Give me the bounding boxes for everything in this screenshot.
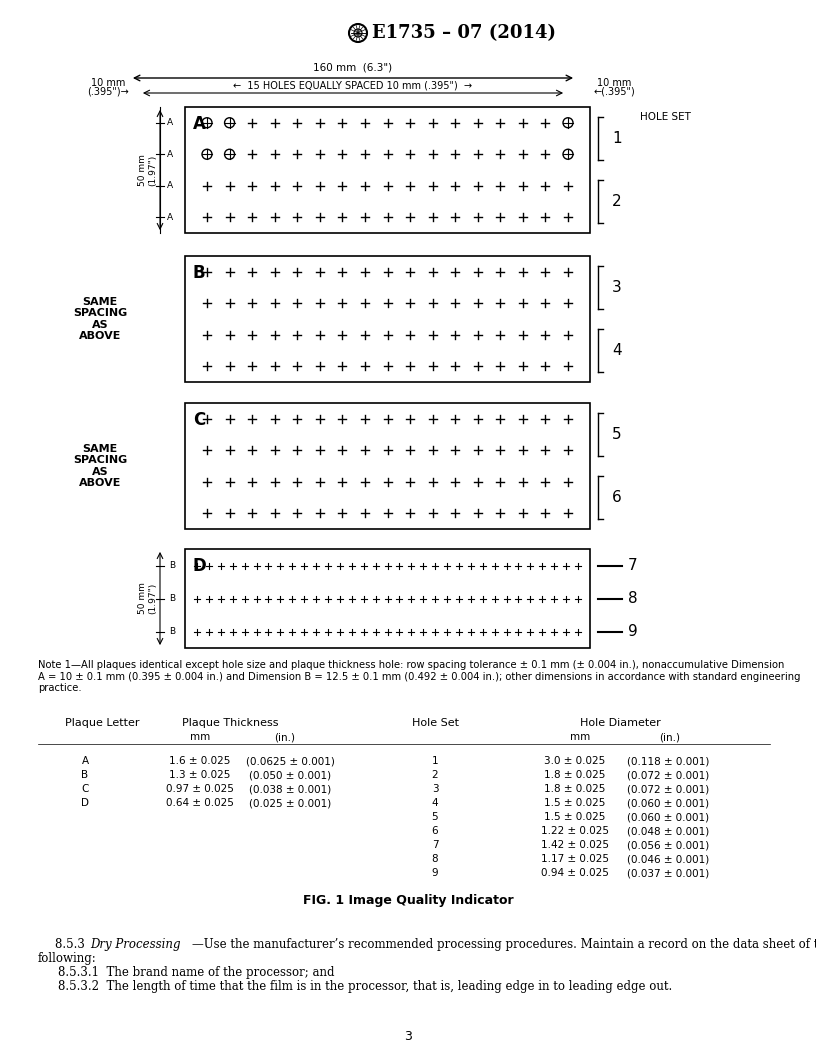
Text: 50 mm
(1.97"): 50 mm (1.97") (138, 583, 157, 615)
Text: B: B (169, 561, 175, 570)
Text: 4: 4 (432, 798, 438, 808)
Text: (0.056 ± 0.001): (0.056 ± 0.001) (627, 840, 709, 850)
Text: 0.97 ± 0.025: 0.97 ± 0.025 (166, 784, 234, 794)
Text: 8.5.3.1  The brand name of the processor; and: 8.5.3.1 The brand name of the processor;… (58, 966, 335, 979)
Text: 5: 5 (432, 812, 438, 822)
Bar (185, 256, 590, 382)
Text: A: A (167, 212, 173, 222)
Text: A: A (193, 115, 206, 133)
Text: (0.037 ± 0.001): (0.037 ± 0.001) (627, 868, 709, 878)
Text: (0.046 ± 0.001): (0.046 ± 0.001) (627, 854, 709, 864)
Text: Plaque Letter: Plaque Letter (65, 718, 140, 728)
Text: 1.22 ± 0.025: 1.22 ± 0.025 (541, 826, 609, 836)
Text: (0.050 ± 0.001): (0.050 ± 0.001) (249, 770, 331, 780)
Text: A: A (167, 182, 173, 190)
Text: E1735 – 07 (2014): E1735 – 07 (2014) (372, 24, 556, 42)
Text: mm: mm (190, 732, 211, 742)
Text: 6: 6 (432, 826, 438, 836)
Bar (185, 403, 590, 529)
Text: 9: 9 (432, 868, 438, 878)
Text: SAME
SPACING
AS
ABOVE: SAME SPACING AS ABOVE (73, 297, 127, 341)
Text: 1.5 ± 0.025: 1.5 ± 0.025 (544, 798, 605, 808)
Text: (0.038 ± 0.001): (0.038 ± 0.001) (249, 784, 331, 794)
Text: 6: 6 (612, 490, 622, 505)
Text: 4: 4 (612, 343, 622, 358)
Text: 9: 9 (628, 624, 638, 639)
Text: B: B (82, 770, 89, 780)
Text: 2: 2 (612, 194, 622, 209)
Text: 8.5.3.2  The length of time that the film is in the processor, that is, leading : 8.5.3.2 The length of time that the film… (58, 980, 672, 993)
Text: 8: 8 (432, 854, 438, 864)
Text: 0.94 ± 0.025: 0.94 ± 0.025 (541, 868, 609, 878)
Text: 0.64 ± 0.025: 0.64 ± 0.025 (166, 798, 234, 808)
Text: D: D (193, 557, 206, 576)
Text: B: B (193, 264, 206, 282)
Text: mm: mm (570, 732, 590, 742)
Text: 2: 2 (432, 770, 438, 780)
Text: Hole Set: Hole Set (411, 718, 459, 728)
Text: A: A (82, 756, 89, 766)
Text: 160 mm  (6.3"): 160 mm (6.3") (313, 63, 392, 73)
Text: (0.048 ± 0.001): (0.048 ± 0.001) (627, 826, 709, 836)
Text: (in.): (in.) (274, 732, 295, 742)
Text: 3: 3 (612, 280, 622, 295)
Text: (in.): (in.) (659, 732, 681, 742)
Text: Dry Processing: Dry Processing (90, 938, 180, 951)
Text: A: A (167, 118, 173, 128)
Text: SAME
SPACING
AS
ABOVE: SAME SPACING AS ABOVE (73, 444, 127, 488)
Text: (0.072 ± 0.001): (0.072 ± 0.001) (627, 770, 709, 780)
Text: FIG. 1 Image Quality Indicator: FIG. 1 Image Quality Indicator (303, 894, 513, 907)
Text: 1.8 ± 0.025: 1.8 ± 0.025 (544, 770, 605, 780)
Text: 1.42 ± 0.025: 1.42 ± 0.025 (541, 840, 609, 850)
Text: 7: 7 (432, 840, 438, 850)
Text: 1.5 ± 0.025: 1.5 ± 0.025 (544, 812, 605, 822)
Text: ←  15 HOLES EQUALLY SPACED 10 mm (.395")  →: ← 15 HOLES EQUALLY SPACED 10 mm (.395") … (233, 81, 472, 91)
Text: 3: 3 (432, 784, 438, 794)
Text: HOLE SET: HOLE SET (640, 112, 691, 122)
Text: (0.025 ± 0.001): (0.025 ± 0.001) (249, 798, 331, 808)
Text: C: C (82, 784, 89, 794)
Text: following:: following: (38, 953, 97, 965)
Bar (185, 549, 590, 648)
Text: 10 mm: 10 mm (596, 78, 632, 88)
Text: Hole Diameter: Hole Diameter (579, 718, 660, 728)
Text: (.395")→: (.395")→ (87, 86, 129, 96)
Text: (0.118 ± 0.001): (0.118 ± 0.001) (627, 756, 709, 766)
Text: 8.5.3: 8.5.3 (55, 938, 89, 951)
Text: 1.17 ± 0.025: 1.17 ± 0.025 (541, 854, 609, 864)
Text: 3: 3 (404, 1030, 412, 1043)
Bar (185, 107, 590, 233)
Text: —Use the manufacturer’s recommended processing procedures. Maintain a record on : —Use the manufacturer’s recommended proc… (192, 938, 816, 951)
Text: B: B (169, 593, 175, 603)
Text: 3.0 ± 0.025: 3.0 ± 0.025 (544, 756, 605, 766)
Text: 1: 1 (612, 131, 622, 146)
Text: 50 mm
(1.97"): 50 mm (1.97") (138, 154, 157, 186)
Text: 10 mm: 10 mm (91, 78, 125, 88)
Text: (0.072 ± 0.001): (0.072 ± 0.001) (627, 784, 709, 794)
Text: 7: 7 (628, 558, 637, 573)
Text: 5: 5 (612, 427, 622, 442)
Text: B: B (169, 627, 175, 636)
Text: 1: 1 (432, 756, 438, 766)
Text: (0.060 ± 0.001): (0.060 ± 0.001) (627, 812, 709, 822)
Text: 1.3 ± 0.025: 1.3 ± 0.025 (169, 770, 231, 780)
Text: (0.060 ± 0.001): (0.060 ± 0.001) (627, 798, 709, 808)
Text: 1.6 ± 0.025: 1.6 ± 0.025 (169, 756, 231, 766)
Text: C: C (193, 411, 206, 429)
Text: 1.8 ± 0.025: 1.8 ± 0.025 (544, 784, 605, 794)
Text: A: A (167, 150, 173, 158)
Text: ←(.395"): ←(.395") (593, 86, 635, 96)
Text: 8: 8 (628, 591, 637, 606)
Text: (0.0625 ± 0.001): (0.0625 ± 0.001) (246, 756, 335, 766)
Text: Note 1—All plaques identical except hole size and plaque thickness hole: row spa: Note 1—All plaques identical except hole… (38, 660, 800, 693)
Text: D: D (81, 798, 89, 808)
Text: Plaque Thickness: Plaque Thickness (182, 718, 278, 728)
